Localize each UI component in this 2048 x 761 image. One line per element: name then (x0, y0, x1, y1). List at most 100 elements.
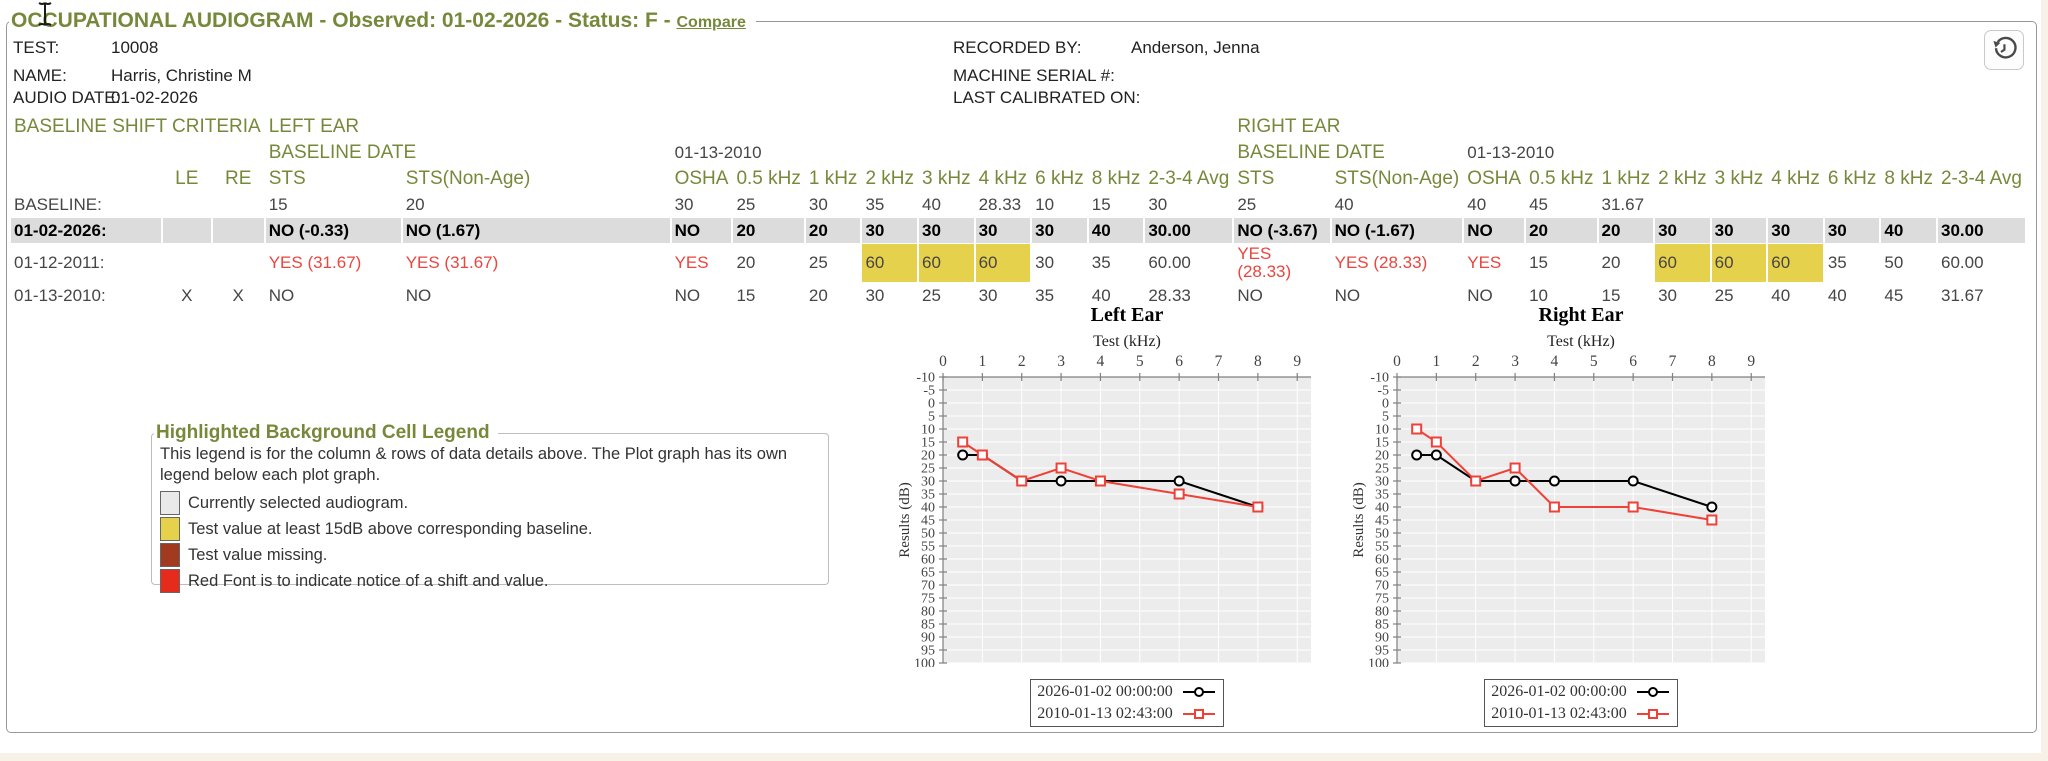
square-marker-icon (1182, 709, 1215, 719)
col-header-re: RE (225, 167, 252, 189)
table-cell: 20 (1598, 218, 1654, 243)
chart-legend-label: 2010-01-13 02:43:00 (1037, 705, 1173, 722)
test-value: 10008 (111, 38, 159, 57)
table-cell: 30 (674, 194, 694, 214)
audio-date-value: 01-02-2026 (111, 88, 198, 107)
table-cell: YES (31.67) (405, 253, 499, 272)
svg-text:-10: -10 (916, 371, 935, 386)
table-cell: 35 (1035, 285, 1055, 305)
table-cell: 50 (1884, 253, 1904, 272)
table-cell: 20 (808, 285, 828, 305)
table-cell: 31.67 (1940, 285, 1984, 305)
table-cell: 40 (1091, 285, 1111, 305)
left-baseline-date-value: 01-13-2010 (674, 142, 762, 162)
svg-text:5: 5 (928, 410, 935, 425)
audiogram-date-label[interactable]: 01-12-2011: (14, 253, 105, 272)
chart-legend-entry: 2010-01-13 02:43:00 (1037, 703, 1217, 725)
table-cell: 20 (1601, 253, 1621, 272)
table-cell: 30 (975, 218, 1031, 243)
table-cell: 15 (1529, 253, 1549, 272)
table-cell: 25 (922, 285, 941, 305)
svg-text:70: 70 (1375, 579, 1389, 594)
svg-text:-10: -10 (1370, 371, 1389, 386)
audio-date-label: AUDIO DATE: (13, 88, 121, 107)
svg-text:1: 1 (978, 353, 986, 370)
legend-item-label: Test value at least 15dB above correspon… (188, 519, 593, 538)
legend-color-swatch (160, 517, 180, 541)
svg-text:15: 15 (1375, 436, 1389, 451)
table-cell: NO (405, 285, 432, 305)
col-header: 2-3-4 Avg (1148, 167, 1230, 189)
svg-text:5: 5 (1136, 353, 1144, 370)
svg-text:Results (dB): Results (dB) (897, 482, 913, 557)
table-cell: 20 (736, 253, 756, 272)
right-ear-section-title: RIGHT EAR (1237, 115, 1341, 137)
baseline-shift-table-wrap: BASELINE SHIFT CRITERIA LEFT EAR RIGHT EAR… (9, 113, 2035, 309)
svg-text:35: 35 (921, 488, 935, 503)
col-header: STS(Non-Age) (1334, 167, 1460, 189)
svg-text:0: 0 (1382, 397, 1389, 412)
legend-item-label: Red Font is to indicate notice of a shif… (188, 571, 549, 590)
svg-text:4: 4 (1551, 353, 1559, 370)
history-restore-button[interactable] (1984, 30, 2024, 70)
col-header: 4 kHz (1771, 167, 1820, 189)
svg-text:Right Ear: Right Ear (1539, 304, 1624, 326)
section-header-row: BASELINE SHIFT CRITERIA LEFT EAR RIGHT EAR (11, 114, 2033, 139)
table-cell: 20 (805, 218, 861, 243)
baseline-shift-table: BASELINE SHIFT CRITERIA LEFT EAR RIGHT EAR… (9, 113, 2035, 309)
svg-text:40: 40 (1375, 501, 1389, 516)
table-cell (212, 218, 264, 243)
col-header: 3 kHz (922, 167, 971, 189)
chart-legend-entry: 2010-01-13 02:43:00 (1491, 703, 1671, 725)
audiogram-row: 01-13-2010: X X NO NO NO 15 20 30 25 30 35 40 28.33 NO… (11, 283, 2033, 308)
svg-text:Results (dB): Results (dB) (1351, 482, 1367, 557)
svg-text:6: 6 (1175, 353, 1183, 370)
audiogram-fieldset: OCCUPATIONAL AUDIOGRAM - Observed: 01-02… (6, 9, 2037, 733)
table-cell: 45 (1884, 285, 1904, 305)
svg-text:55: 55 (1375, 540, 1389, 555)
svg-text:-5: -5 (1377, 384, 1389, 399)
table-cell (1825, 192, 1880, 217)
chart-legend-label: 2026-01-02 00:00:00 (1037, 683, 1173, 700)
table-cell: 20 (405, 194, 425, 214)
svg-text:Test (kHz): Test (kHz) (1093, 333, 1161, 350)
table-cell: NO (268, 285, 295, 305)
svg-text:Left Ear: Left Ear (1091, 304, 1164, 326)
table-cell (1655, 192, 1710, 217)
table-cell: 31.67 (1601, 194, 1645, 214)
table-cell: 25 (808, 253, 828, 272)
audiogram-date-label[interactable]: 01-13-2010: (14, 285, 106, 305)
table-cell: 40 (1334, 194, 1354, 214)
table-cell: 35 (1091, 253, 1111, 272)
audiogram-date-label[interactable]: BASELINE: (14, 194, 102, 214)
svg-text:45: 45 (1375, 514, 1389, 529)
audiogram-date-label[interactable]: 01-02-2026: (11, 218, 161, 243)
col-header: 2-3-4 Avg (1940, 167, 2022, 189)
svg-text:35: 35 (1375, 488, 1389, 503)
table-cell: 45 (1529, 194, 1549, 214)
circle-marker-icon (1182, 687, 1215, 697)
table-cell: YES (28.33) (1237, 244, 1292, 281)
col-header: 1 kHz (1601, 167, 1651, 189)
chart-legend-wrap: 2026-01-02 00:00:00 2010-01-13 02:43:00 (943, 679, 1311, 727)
svg-text:70: 70 (921, 579, 935, 594)
table-cell: NO (-1.67) (1331, 218, 1463, 243)
table-cell: 35 (1827, 253, 1847, 272)
table-cell: 30 (1148, 194, 1168, 214)
table-cell: 60 (1655, 244, 1710, 282)
table-cell: 40 (1881, 218, 1936, 243)
table-cell: 15 (1091, 194, 1111, 214)
table-cell (213, 192, 264, 217)
col-header: 0.5 kHz (1529, 167, 1594, 189)
col-header: OSHA (674, 167, 729, 189)
table-cell: 40 (1088, 218, 1144, 243)
machine-serial-label: MACHINE SERIAL #: (953, 66, 1115, 85)
compare-link[interactable]: Compare (676, 14, 746, 31)
table-cell: 15 (268, 194, 288, 214)
svg-text:95: 95 (921, 644, 935, 659)
svg-text:1: 1 (1432, 353, 1440, 370)
svg-text:45: 45 (921, 514, 935, 529)
table-cell: 60 (1768, 244, 1823, 282)
svg-text:80: 80 (921, 605, 935, 620)
